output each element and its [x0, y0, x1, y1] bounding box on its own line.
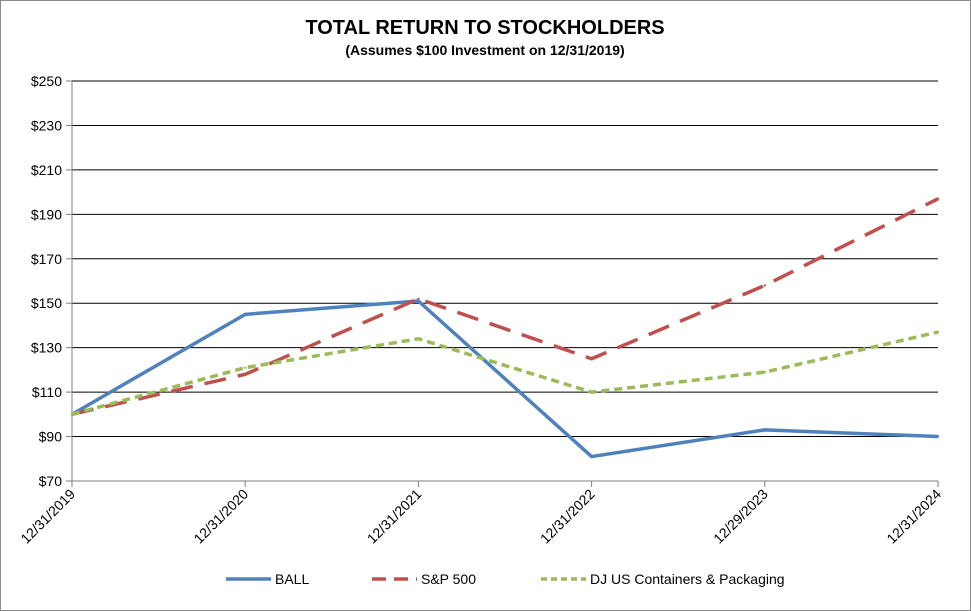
series-2-point-5: [936, 330, 940, 334]
series-0-point-5: [936, 435, 940, 438]
y-tick-label-230: $230: [31, 117, 62, 133]
series-0-point-4: [763, 428, 766, 432]
x-tick-label-3: 12/31/2022: [537, 486, 598, 547]
series-0-point-1: [244, 313, 247, 316]
series-2-point-4: [763, 370, 766, 374]
series-0-point-3: [590, 455, 593, 458]
series-1-point-4: [763, 284, 766, 287]
series-line-1: [71, 197, 939, 417]
y-tick-label-250: $250: [31, 73, 62, 89]
x-tick-label-1: 12/31/2020: [190, 486, 251, 547]
grid-lines: [72, 80, 938, 438]
series-1-point-3: [590, 357, 593, 360]
y-tick-label-110: $110: [32, 384, 62, 400]
x-tick-label-0: 12/31/2019: [17, 486, 78, 547]
series-line-0: [71, 299, 939, 459]
series-0-point-2: [417, 299, 420, 303]
series-2-point-2: [417, 337, 420, 340]
y-tick-label-90: $90: [39, 429, 63, 445]
y-tick-label-130: $130: [31, 340, 62, 356]
series-1-point-1: [244, 373, 247, 376]
series-2-point-1: [244, 366, 247, 369]
legend-label-1: S&P 500: [421, 571, 476, 587]
axes: [71, 81, 938, 482]
series-line-2: [71, 330, 939, 417]
series-1-point-5: [936, 197, 940, 200]
chart-title: TOTAL RETURN TO STOCKHOLDERS: [305, 17, 664, 39]
x-axis-ticks: 12/31/2019 12/31/2020 12/31/2021 12/31/2022…: [17, 481, 944, 547]
x-tick-label-2: 12/31/2021: [364, 486, 425, 547]
y-tick-label-70: $70: [39, 473, 63, 489]
series-2-point-0: [70, 413, 74, 416]
y-tick-label-170: $170: [31, 251, 62, 267]
series-2-point-3: [590, 390, 593, 394]
legend-label-2: DJ US Containers & Packaging: [590, 571, 785, 587]
y-tick-label-210: $210: [31, 162, 62, 178]
legend: BALL S&P 500 DJ US Containers & Packaging: [226, 571, 785, 587]
x-tick-label-4: 12/29/2023: [710, 486, 771, 547]
legend-label-0: BALL: [275, 571, 309, 587]
chart-subtitle: (Assumes $100 Investment on 12/31/2019): [345, 42, 624, 58]
series-1-point-2: [417, 297, 420, 300]
x-tick-label-5: 12/31/2024: [883, 486, 944, 547]
y-tick-label-150: $150: [31, 295, 62, 311]
series-lines: [70, 197, 940, 459]
y-tick-label-190: $190: [31, 206, 62, 222]
y-axis-ticks: $70 $90 $110 $130 $150 $170 $190 $210 $230 $250: [31, 73, 72, 489]
